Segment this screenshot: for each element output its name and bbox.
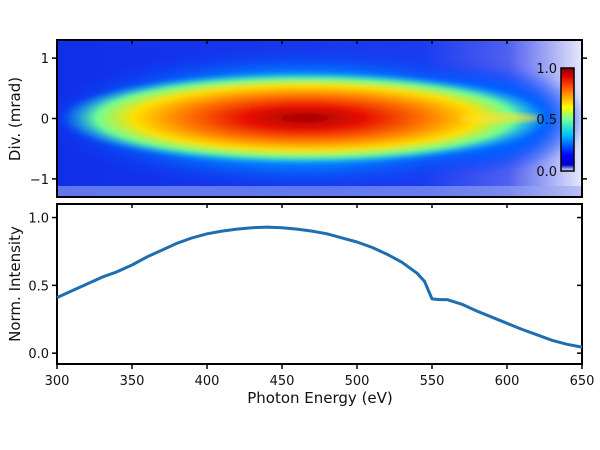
- line-x-tick-label: 400: [195, 374, 220, 389]
- line-panel: 1.0 0.5 0.0 300 350 400 450 500 550 600 650 Norm.…: [6, 203, 595, 407]
- line-x-tick-label: 350: [120, 374, 145, 389]
- heatmap-y-tick-label: −1: [30, 173, 49, 188]
- heatmap-x-ticks: [56, 40, 583, 44]
- line-x-tick-label: 650: [570, 374, 595, 389]
- line-y-axis-label: Norm. Intensity: [6, 226, 24, 342]
- heatmap-image: [58, 41, 581, 196]
- heatmap-edge-streak: [460, 113, 540, 123]
- colorbar-tick-label: 0.5: [536, 113, 557, 128]
- heatmap-y-tick-label: 0: [41, 113, 49, 128]
- heatmap-panel: 1 0 −1 1.0 0.5 0.0 Div. (mrad): [6, 39, 587, 198]
- line-y-ticks: 1.0 0.5 0.0: [28, 212, 582, 362]
- line-y-tick-label: 0.5: [28, 279, 49, 294]
- line-x-tick-label: 500: [345, 374, 370, 389]
- intensity-line: [56, 225, 583, 349]
- line-x-tick-label: 600: [495, 374, 520, 389]
- colorbar-tick-label: 1.0: [536, 62, 557, 77]
- heatmap-core: [60, 72, 550, 164]
- line-y-tick-label: 1.0: [28, 212, 49, 227]
- line-x-tick-label: 300: [45, 374, 70, 389]
- heatmap-y-ticks: 1 0 −1: [30, 52, 587, 188]
- x-axis-label: Photon Energy (eV): [247, 389, 393, 407]
- heatmap-y-tick-label: 1: [41, 52, 49, 67]
- colorbar-gradient: [560, 67, 575, 172]
- line-frame: [56, 203, 583, 365]
- line-x-ticks: 300 350 400 450 500 550 600 650: [45, 204, 595, 389]
- line-y-tick-label: 0.0: [28, 347, 49, 362]
- colorbar-tick-label: 0.0: [536, 165, 557, 180]
- colorbar: 1.0 0.5 0.0: [536, 62, 575, 180]
- line-x-tick-label: 450: [270, 374, 295, 389]
- line-x-tick-label: 550: [420, 374, 445, 389]
- heatmap-bottom-noise: [58, 186, 581, 196]
- heatmap-y-axis-label: Div. (mrad): [6, 77, 24, 161]
